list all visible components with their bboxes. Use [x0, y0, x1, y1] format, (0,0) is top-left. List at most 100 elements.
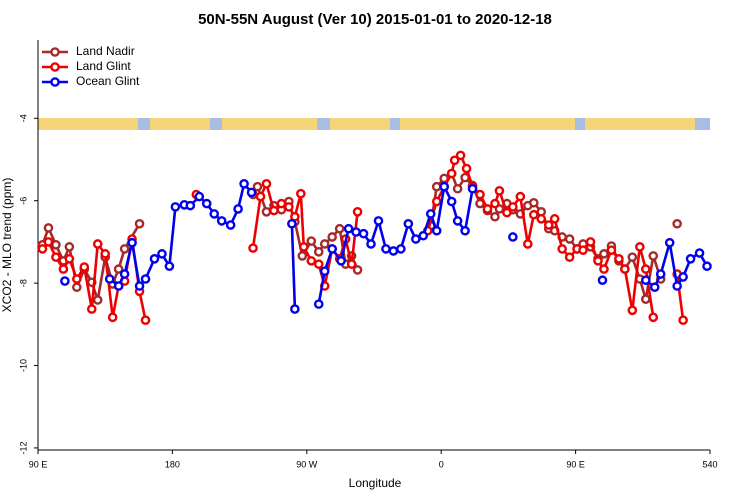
data-point: [72, 274, 82, 284]
data-point: [43, 223, 54, 233]
data-point: [620, 264, 630, 274]
data-point: [252, 181, 263, 192]
data-point: [58, 264, 69, 274]
data-point: [239, 179, 249, 189]
data-point: [640, 264, 651, 274]
data-point: [381, 244, 391, 254]
data-point: [86, 304, 97, 314]
data-point: [246, 187, 257, 198]
data-point: [296, 188, 306, 199]
data-point: [261, 207, 272, 217]
series-line: [108, 182, 709, 310]
data-point: [127, 237, 137, 248]
data-point: [640, 275, 651, 286]
data-point: [640, 294, 651, 304]
data-point: [549, 214, 560, 224]
data-point: [352, 265, 363, 275]
data-point: [216, 216, 227, 226]
data-point: [452, 216, 463, 226]
data-point: [313, 246, 324, 257]
data-point: [460, 225, 470, 236]
data-point: [635, 242, 645, 252]
data-point: [452, 183, 463, 194]
data-point: [396, 244, 406, 254]
data-point: [606, 245, 617, 255]
data-point: [255, 191, 266, 202]
data-point: [287, 218, 297, 229]
data-point: [508, 202, 518, 212]
data-point: [599, 249, 609, 259]
x-tick-label: 90 E: [29, 459, 48, 469]
y-axis-label: XCO2 - MLO trend (ppm): [0, 178, 14, 313]
data-point: [431, 196, 442, 207]
data-point: [170, 202, 181, 212]
data-point: [564, 252, 575, 262]
data-point: [37, 244, 48, 254]
data-point: [319, 266, 330, 276]
data-point: [528, 209, 539, 220]
data-point: [60, 276, 70, 286]
data-point: [149, 254, 160, 264]
data-point: [164, 261, 175, 272]
data-point: [92, 239, 103, 249]
data-point: [299, 242, 309, 252]
data-point: [119, 244, 130, 254]
data-point: [593, 256, 603, 266]
data-point: [678, 272, 688, 282]
data-point: [261, 179, 272, 189]
data-point: [64, 242, 75, 252]
data-point: [327, 244, 337, 254]
data-point: [557, 244, 567, 254]
data-point: [614, 254, 624, 264]
data-point: [678, 315, 688, 326]
data-point: [685, 254, 696, 264]
data-point: [276, 198, 287, 209]
data-point: [343, 223, 354, 234]
data-point: [502, 207, 512, 218]
data-point: [475, 189, 485, 200]
data-point: [564, 234, 575, 244]
chart-title: 50N-55N August (Ver 10) 2015-01-01 to 20…: [198, 11, 552, 28]
data-point: [113, 281, 124, 291]
legend-swatch-marker: [50, 77, 60, 87]
data-point: [290, 304, 300, 314]
data-point: [306, 236, 317, 246]
x-tick-label: 90 E: [566, 459, 585, 469]
data-point: [418, 230, 429, 241]
data-point: [366, 239, 376, 249]
y-tick-label: -8: [18, 279, 28, 287]
data-point: [373, 216, 384, 226]
data-point: [543, 220, 554, 230]
data-point: [72, 282, 82, 293]
data-point: [51, 252, 61, 262]
data-point: [157, 249, 167, 259]
data-point: [467, 183, 478, 194]
data-point: [51, 239, 61, 250]
data-point: [648, 251, 659, 261]
x-tick-label: 180: [165, 459, 180, 469]
data-point: [140, 315, 151, 326]
data-point: [346, 259, 357, 269]
data-point: [201, 198, 212, 209]
data-point: [490, 211, 500, 222]
data-point: [461, 163, 472, 174]
data-point: [649, 282, 660, 293]
data-point: [327, 232, 337, 242]
data-point: [425, 209, 436, 219]
map-strip: [38, 118, 710, 130]
data-point: [248, 243, 258, 253]
data-point: [655, 269, 666, 279]
data-point: [306, 256, 317, 266]
y-tick-label: -12: [18, 441, 28, 454]
data-point: [411, 234, 421, 244]
data-point: [352, 207, 363, 217]
data-point: [515, 191, 526, 202]
data-point: [113, 264, 124, 274]
y-tick-label: -6: [18, 197, 28, 205]
data-point: [209, 209, 220, 219]
data-point: [297, 251, 308, 261]
x-axis-label: Longitude: [349, 476, 402, 490]
data-point: [431, 225, 442, 236]
data-point: [585, 237, 596, 247]
